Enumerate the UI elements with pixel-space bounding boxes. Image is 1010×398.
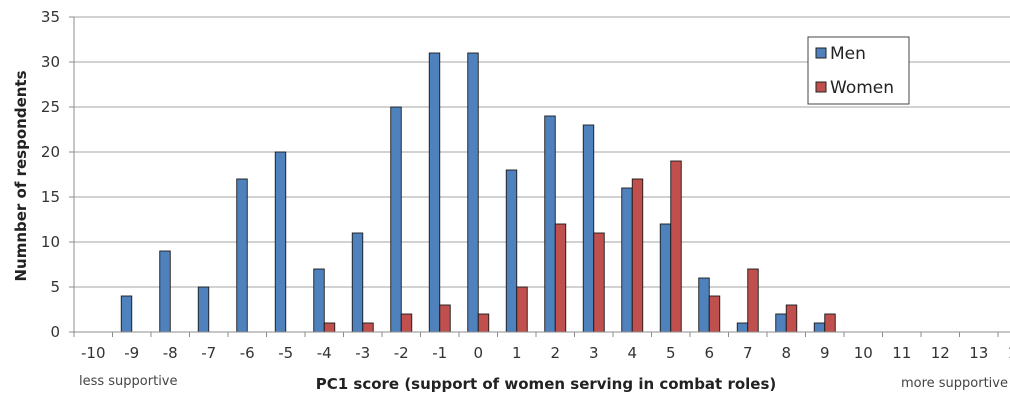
bar-men	[467, 52, 479, 333]
y-axis-title: Numnber of respondents	[12, 70, 30, 281]
x-tick-label: -6	[240, 344, 255, 362]
x-tick-label: -9	[124, 344, 139, 362]
bar-men	[197, 286, 210, 333]
bar-men	[775, 313, 787, 333]
y-tick-labels: 0 5 10 15 20 25 30 35	[41, 8, 74, 341]
bar-women	[439, 304, 451, 333]
bar-men	[120, 295, 133, 333]
less-supportive-note: less supportive	[79, 374, 178, 389]
x-tick-labels: -10-9-8-7-6-5-4-3-2-10123456789101112131…	[81, 344, 1010, 362]
y-tick-label: 10	[41, 233, 60, 251]
bars	[120, 52, 836, 333]
x-tick-label: 4	[627, 344, 637, 362]
x-tick-label: 12	[931, 344, 950, 362]
bar-men	[582, 124, 595, 333]
bar-women	[670, 160, 682, 333]
legend-label-women: Women	[830, 78, 894, 98]
x-tick-label: -4	[317, 344, 332, 362]
x-tick-label: 2	[550, 344, 560, 362]
x-tick-label: 7	[743, 344, 753, 362]
bar-women	[631, 178, 644, 333]
axes	[73, 17, 1010, 337]
x-tick-label: -3	[355, 344, 370, 362]
bar-women	[785, 304, 798, 333]
bar-men	[698, 277, 710, 333]
x-tick-label: 3	[589, 344, 599, 362]
bar-men	[505, 169, 518, 333]
y-tick-label: 30	[41, 53, 60, 71]
x-tick-label: 5	[666, 344, 676, 362]
y-tick-label: 0	[50, 323, 60, 341]
bar-men	[159, 250, 171, 333]
x-tick-label: 8	[781, 344, 791, 362]
y-tick-label: 25	[41, 98, 60, 116]
x-tick-label: -7	[201, 344, 216, 362]
bar-men	[621, 187, 633, 333]
bar-women	[362, 322, 374, 333]
legend-swatch-men	[815, 47, 827, 59]
bar-women	[516, 286, 528, 333]
x-tick-label: 6	[704, 344, 714, 362]
legend-swatch-women	[815, 81, 827, 93]
bar-men	[313, 268, 325, 333]
bar-women	[554, 223, 567, 333]
bar-women	[708, 295, 721, 333]
x-tick-label: -5	[278, 344, 293, 362]
x-axis-title: PC1 score (support of women serving in c…	[316, 375, 777, 393]
x-tick-label: 0	[473, 344, 483, 362]
bar-men	[236, 178, 248, 333]
x-tick-label: -2	[394, 344, 409, 362]
x-tick-label: 14	[1008, 344, 1010, 362]
y-tick-label: 5	[50, 278, 60, 296]
y-tick-label: 15	[41, 188, 60, 206]
x-tick-label: 13	[969, 344, 988, 362]
bar-men	[390, 106, 402, 333]
x-tick-label: -10	[81, 344, 106, 362]
bar-men	[351, 232, 364, 333]
bar-women	[593, 232, 605, 333]
bar-women	[323, 322, 336, 333]
bar-women	[400, 313, 413, 333]
more-supportive-note: more supportive	[901, 376, 1008, 391]
bar-women	[824, 313, 836, 333]
x-tick-label: 9	[820, 344, 830, 362]
y-tick-label: 20	[41, 143, 60, 161]
bar-men	[736, 322, 749, 333]
legend-label-men: Men	[830, 44, 866, 64]
legend: Men Women	[807, 36, 910, 105]
x-tick-label: -1	[432, 344, 447, 362]
bar-men	[659, 223, 672, 333]
x-tick-label: 10	[854, 344, 873, 362]
x-tick-label: -8	[163, 344, 178, 362]
bar-men	[274, 151, 287, 333]
bar-men	[813, 322, 826, 333]
bar-men	[428, 52, 441, 333]
bar-men	[544, 115, 556, 333]
bar-women	[747, 268, 759, 333]
x-tick-label: 11	[892, 344, 911, 362]
gridlines	[74, 16, 1010, 288]
bar-women	[477, 313, 490, 333]
x-tick-label: 1	[512, 344, 522, 362]
y-tick-label: 35	[41, 8, 60, 26]
